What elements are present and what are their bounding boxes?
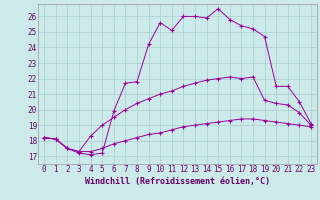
X-axis label: Windchill (Refroidissement éolien,°C): Windchill (Refroidissement éolien,°C) [85, 177, 270, 186]
